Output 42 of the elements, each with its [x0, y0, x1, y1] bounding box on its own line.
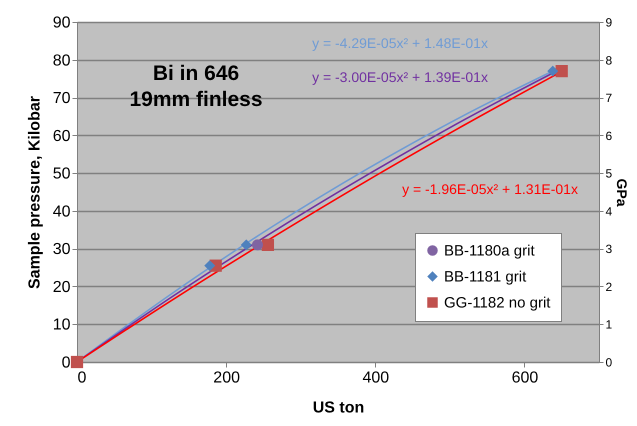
x-tick-label: 600 — [512, 370, 538, 386]
y-tick-label: 0 — [62, 354, 71, 372]
y2-tick-label: 9 — [606, 16, 612, 30]
annotation: y = -3.00E-05x² + 1.39E-01x — [312, 69, 488, 85]
annotation: 19mm finless — [129, 88, 263, 111]
y2-axis-title: GPa — [614, 178, 630, 207]
y-tick-label: 70 — [52, 90, 71, 108]
y2-tick-label: 6 — [606, 128, 612, 143]
point — [252, 239, 263, 250]
y-tick-label: 50 — [52, 166, 71, 183]
x-tick-label: 400 — [362, 370, 390, 386]
point — [262, 238, 274, 252]
y2-tick-label: 3 — [606, 242, 612, 256]
y2-tick-label: 0 — [606, 356, 612, 370]
point — [240, 239, 252, 250]
legend-label: GG-1182 no grit — [444, 294, 552, 312]
y-tick-label: 30 — [52, 241, 71, 258]
y-axis-title: Sample pressure, Kilobar — [26, 96, 44, 289]
legend-label: BB-1181 grit — [444, 268, 528, 286]
y-tick-label: 20 — [52, 278, 71, 296]
point — [547, 66, 558, 77]
y2-tick-label: 8 — [606, 53, 612, 68]
y2-tick-label: 7 — [606, 91, 612, 106]
y-tick-label: 40 — [52, 203, 71, 220]
y-tick-label: 80 — [52, 52, 71, 70]
annotation: Bi in 646 — [152, 62, 240, 85]
point — [70, 356, 84, 368]
y2-tick-label: 5 — [606, 166, 612, 181]
x-axis-title: US ton — [312, 400, 364, 416]
y2-tick-label: 4 — [606, 204, 612, 218]
point — [204, 260, 216, 272]
x-tick-label: 0 — [78, 370, 86, 386]
legend-label: BB-1180a grit — [444, 242, 536, 260]
y-tick-label: 90 — [52, 14, 71, 32]
x-tick-label: 200 — [213, 370, 240, 386]
annotation: y = -1.96E-05x² + 1.31E-01x — [402, 181, 578, 197]
y2-tick-label: 1 — [606, 318, 612, 332]
point — [556, 64, 568, 78]
y-tick-label: 10 — [52, 316, 71, 334]
y2-tick-label: 2 — [606, 280, 612, 294]
annotation: y = -4.29E-05x² + 1.48E-01x — [312, 35, 488, 51]
y-tick-label: 60 — [52, 128, 71, 145]
